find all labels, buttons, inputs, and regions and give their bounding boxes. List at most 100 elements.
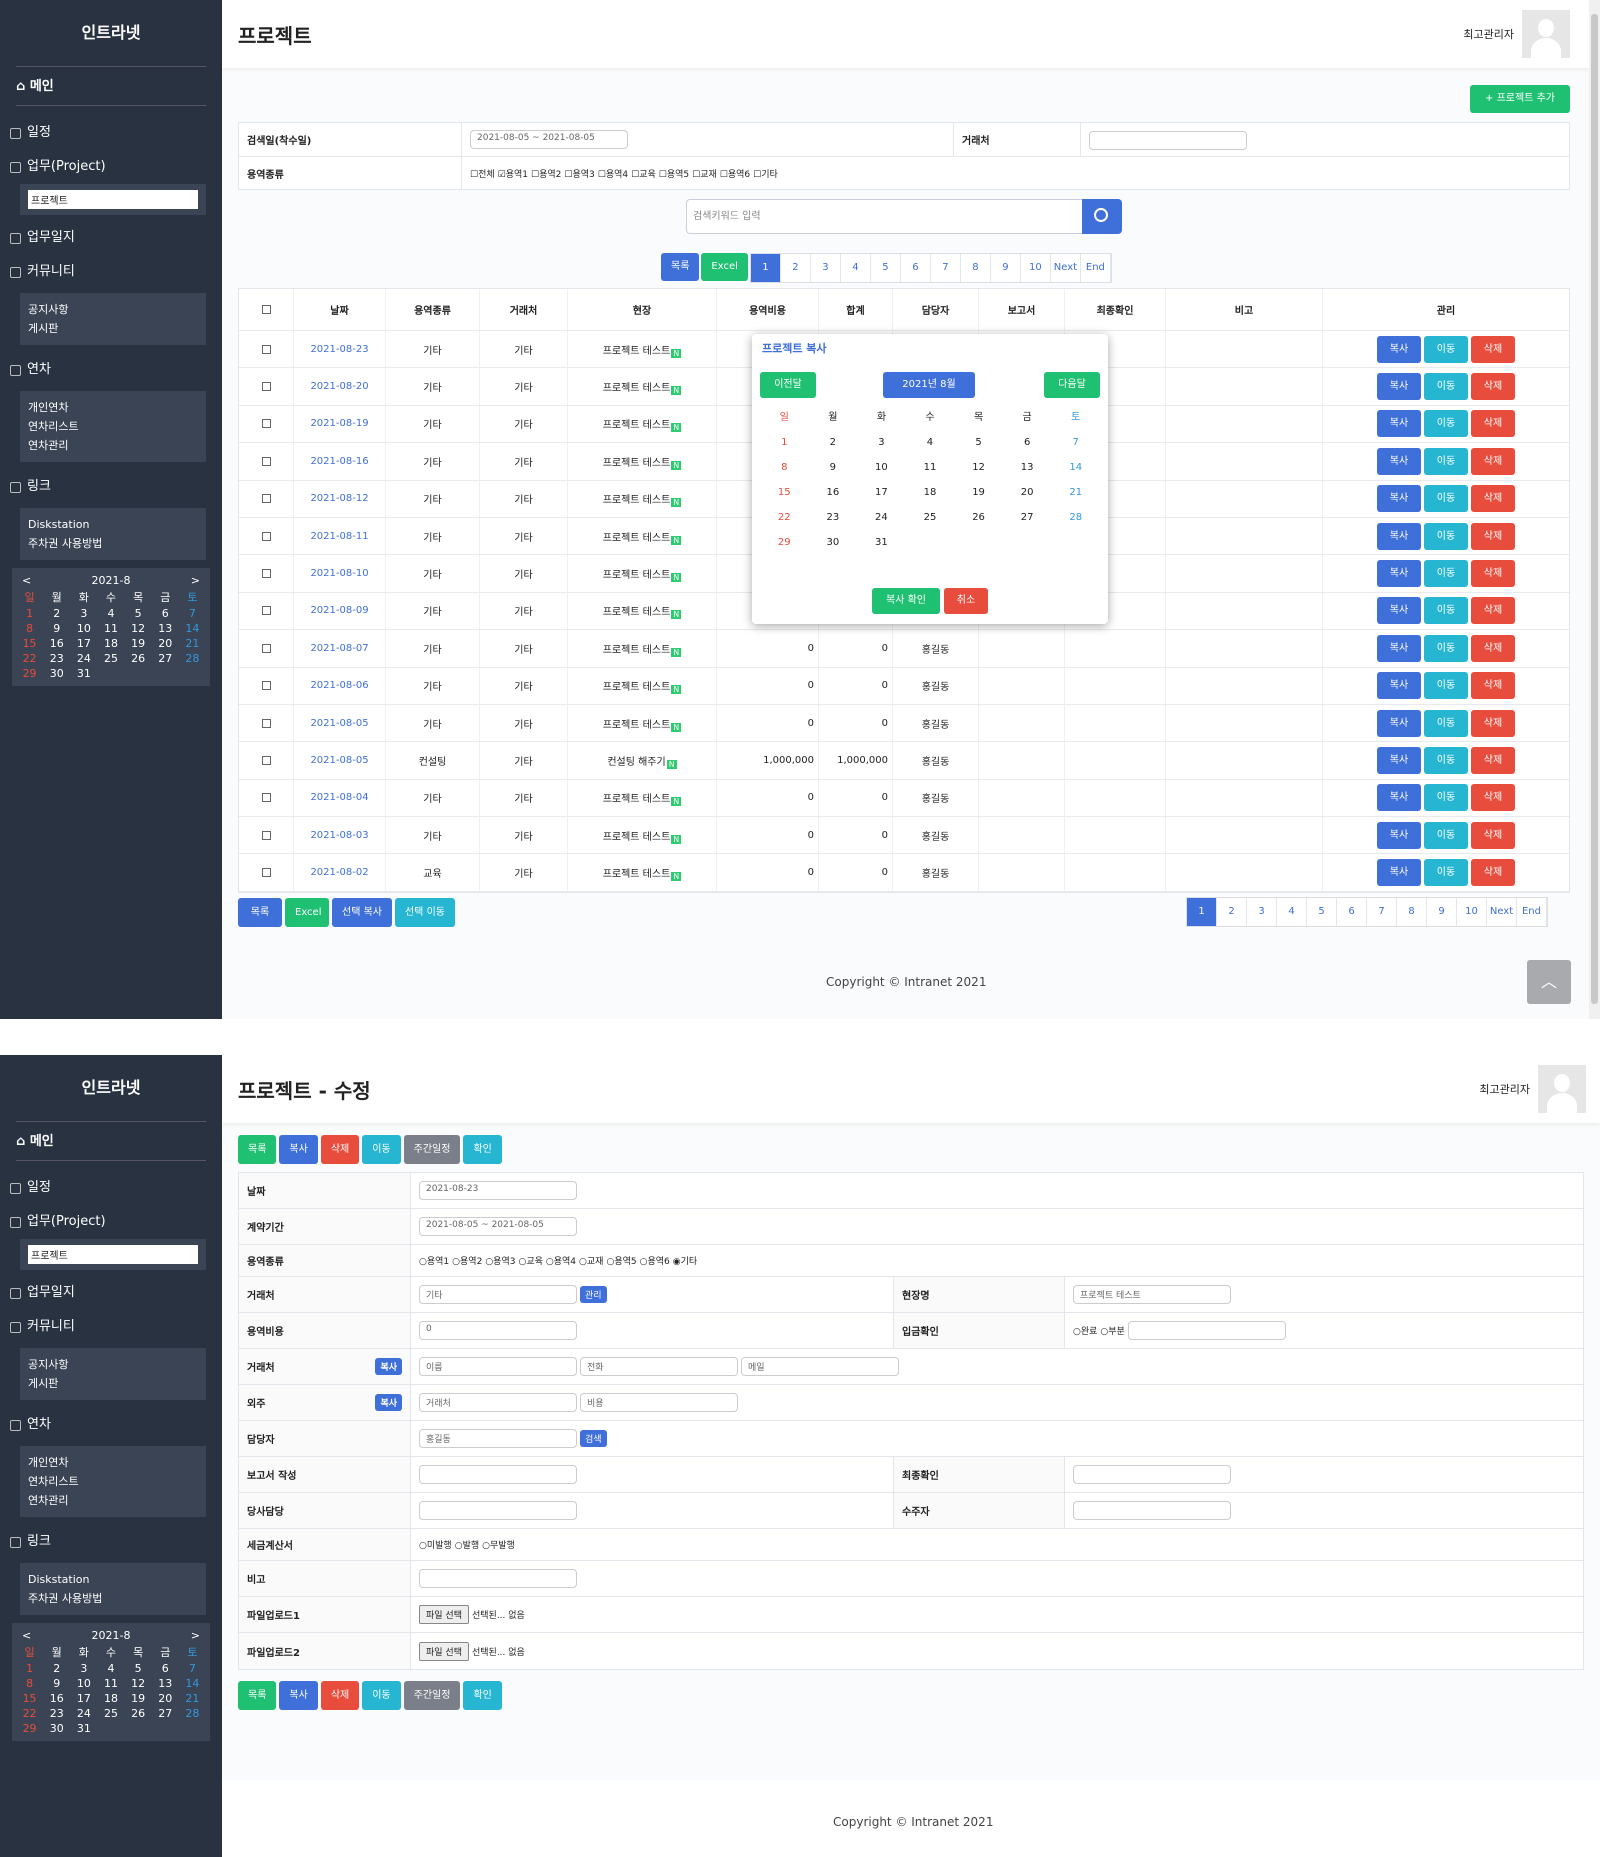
sidebar-sub-leave-admin[interactable]: 연차관리 (28, 1494, 69, 1507)
row-delete-button[interactable]: 삭제 (1471, 560, 1515, 588)
row-delete-button[interactable]: 삭제 (1471, 859, 1515, 887)
contact-phone-input[interactable]: 전화 (580, 1357, 738, 1376)
row-checkbox[interactable] (239, 592, 294, 630)
type-checkbox-7[interactable]: ☐교재 (692, 169, 717, 180)
excel-button-bottom[interactable]: Excel (285, 898, 329, 927)
row-date[interactable]: 2021-08-09 (294, 592, 386, 630)
row-checkbox[interactable] (239, 405, 294, 443)
calendar-day[interactable]: 26 (131, 652, 146, 665)
calendar-day[interactable]: 11 (103, 622, 118, 635)
sidebar-item-link[interactable]: 링크 (0, 1525, 222, 1559)
row-check[interactable] (261, 382, 271, 392)
sidebar-sub-parking[interactable]: 주차권 사용방법 (28, 1592, 103, 1605)
sidebar-item-leave[interactable]: 연차 (0, 1408, 222, 1442)
copy-selected-button[interactable]: 선택 복사 (332, 898, 392, 927)
calendar-day[interactable]: 23 (49, 652, 64, 665)
sidebar-sub-notice[interactable]: 공지사항 (28, 1358, 69, 1371)
weekly-button[interactable]: 주간일정 (403, 1681, 461, 1710)
row-delete-button[interactable]: 삭제 (1471, 746, 1515, 774)
row-copy-button[interactable]: 복사 (1377, 821, 1421, 849)
row-delete-button[interactable]: 삭제 (1471, 784, 1515, 812)
row-checkbox[interactable] (239, 854, 294, 891)
row-move-button[interactable]: 이동 (1424, 447, 1468, 475)
manager-input[interactable]: 홍길동 (419, 1429, 577, 1448)
page-3[interactable]: 3 (1247, 898, 1277, 926)
popup-day[interactable]: 30 (826, 537, 840, 548)
prev-month-button[interactable]: 이전달 (760, 372, 816, 398)
row-checkbox[interactable] (239, 443, 294, 480)
calendar-day[interactable]: 16 (49, 637, 64, 650)
row-copy-button[interactable]: 복사 (1377, 672, 1421, 700)
row-date[interactable]: 2021-08-04 (294, 779, 386, 817)
row-delete-button[interactable]: 삭제 (1471, 373, 1515, 401)
popup-day[interactable]: 21 (1069, 487, 1083, 498)
calendar-day[interactable]: 6 (161, 607, 169, 620)
sidebar-sub-personal-leave[interactable]: 개인연차 (28, 401, 69, 414)
row-move-button[interactable]: 이동 (1424, 672, 1468, 700)
popup-day[interactable]: 7 (1072, 437, 1079, 448)
sidebar-sub-diskstation[interactable]: Diskstation (28, 1573, 90, 1586)
type-checkbox-6[interactable]: ☐용역5 (658, 169, 690, 180)
page-8[interactable]: 8 (1397, 898, 1427, 926)
avatar[interactable] (1522, 10, 1570, 58)
row-move-button[interactable]: 이동 (1424, 709, 1468, 737)
file1-choose-button[interactable]: 파일 선택 (419, 1605, 469, 1624)
row-copy-button[interactable]: 복사 (1377, 447, 1421, 475)
row-copy-button[interactable]: 복사 (1377, 597, 1421, 625)
row-copy-button[interactable]: 복사 (1377, 373, 1421, 401)
row-check[interactable] (261, 643, 271, 653)
list-button-top[interactable]: 목록 (661, 253, 700, 281)
search-button[interactable] (1082, 199, 1122, 234)
row-checkbox[interactable] (239, 368, 294, 405)
calendar-day[interactable]: 31 (76, 1722, 91, 1735)
cost-input[interactable]: 0 (419, 1321, 577, 1340)
row-delete-button[interactable]: 삭제 (1471, 821, 1515, 849)
confirm-button[interactable]: 확인 (463, 1135, 502, 1164)
page-End[interactable]: End (1517, 898, 1547, 926)
sidebar-item-worklog[interactable]: 업무일지 (0, 221, 222, 255)
calendar-day[interactable]: 21 (185, 1692, 200, 1705)
row-date[interactable]: 2021-08-20 (294, 368, 386, 405)
page-10[interactable]: 10 (1021, 254, 1051, 282)
calendar-day[interactable]: 14 (185, 622, 200, 635)
calendar-day[interactable]: 29 (22, 1722, 37, 1735)
sidebar-item-work[interactable]: 업무(Project) (0, 150, 222, 184)
row-check[interactable] (261, 681, 271, 691)
page-9[interactable]: 9 (1427, 898, 1457, 926)
row-checkbox[interactable] (239, 667, 294, 704)
copy-button[interactable]: 복사 (279, 1135, 318, 1164)
row-move-button[interactable]: 이동 (1424, 373, 1468, 401)
row-date[interactable]: 2021-08-06 (294, 667, 386, 704)
calendar-day[interactable]: 23 (49, 1707, 64, 1720)
calendar-next[interactable]: > (190, 1629, 200, 1642)
page-7[interactable]: 7 (1367, 898, 1397, 926)
page-3[interactable]: 3 (811, 254, 841, 282)
search-input[interactable]: 검색키워드 입력 (686, 199, 1082, 234)
sidebar-sub-leave-admin[interactable]: 연차관리 (28, 439, 69, 452)
list-button-bottom[interactable]: 목록 (238, 898, 282, 927)
payment-input[interactable] (1127, 1321, 1286, 1340)
page-6[interactable]: 6 (1337, 898, 1367, 926)
calendar-day[interactable]: 5 (134, 1662, 142, 1675)
sidebar-item-community[interactable]: 커뮤니티 (0, 1310, 222, 1344)
calendar-day[interactable]: 27 (158, 1707, 173, 1720)
popup-day[interactable]: 8 (781, 462, 788, 473)
copy-button[interactable]: 복사 (279, 1681, 318, 1710)
move-button[interactable]: 이동 (362, 1681, 401, 1710)
sidebar-sub-leave-list[interactable]: 연차리스트 (28, 1475, 79, 1488)
row-checkbox[interactable] (239, 555, 294, 592)
sidebar-sub-board[interactable]: 게시판 (28, 322, 59, 335)
popup-day[interactable]: 9 (829, 462, 837, 473)
type-radio-8[interactable]: ◉기타 (672, 1257, 698, 1267)
row-check[interactable] (261, 793, 271, 803)
row-move-button[interactable]: 이동 (1424, 634, 1468, 662)
tax-radio-issued[interactable]: ○발행 (454, 1541, 480, 1551)
calendar-day[interactable]: 13 (158, 1677, 173, 1690)
page-5[interactable]: 5 (871, 254, 901, 282)
row-delete-button[interactable]: 삭제 (1471, 634, 1515, 662)
calendar-day[interactable]: 28 (185, 1707, 200, 1720)
contact-name-input[interactable]: 이름 (419, 1357, 577, 1376)
row-copy-button[interactable]: 복사 (1377, 746, 1421, 774)
calendar-day[interactable]: 22 (22, 1707, 37, 1720)
memo-input[interactable] (419, 1569, 577, 1588)
